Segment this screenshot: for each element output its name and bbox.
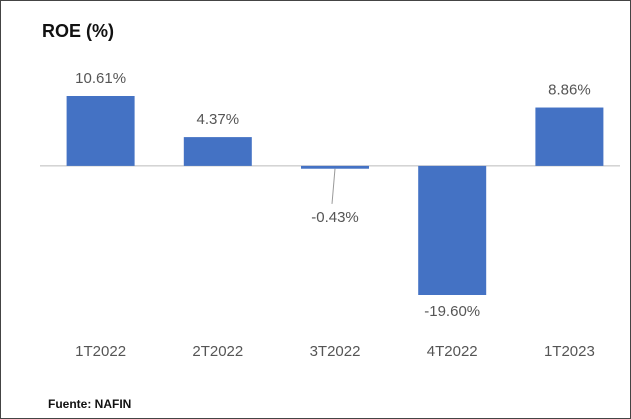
bar bbox=[418, 165, 487, 295]
x-tick-label: 1T2023 bbox=[544, 343, 595, 360]
bar bbox=[183, 137, 252, 166]
bar bbox=[301, 165, 369, 169]
data-label: -0.43% bbox=[311, 209, 359, 226]
data-label: 8.86% bbox=[548, 81, 591, 98]
leader-line bbox=[331, 168, 336, 204]
bar bbox=[535, 107, 604, 166]
source: Fuente: NAFIN bbox=[48, 397, 131, 411]
x-tick-label: 2T2022 bbox=[192, 343, 243, 360]
x-tick-label: 3T2022 bbox=[310, 343, 361, 360]
chart-title: ROE (%) bbox=[42, 21, 114, 41]
bar bbox=[66, 96, 135, 166]
x-tick-label: 1T2022 bbox=[75, 343, 126, 360]
data-label: 10.61% bbox=[75, 70, 126, 87]
data-label: 4.37% bbox=[197, 111, 240, 128]
x-tick-label: 4T2022 bbox=[427, 343, 478, 360]
data-label: -19.60% bbox=[424, 303, 480, 320]
